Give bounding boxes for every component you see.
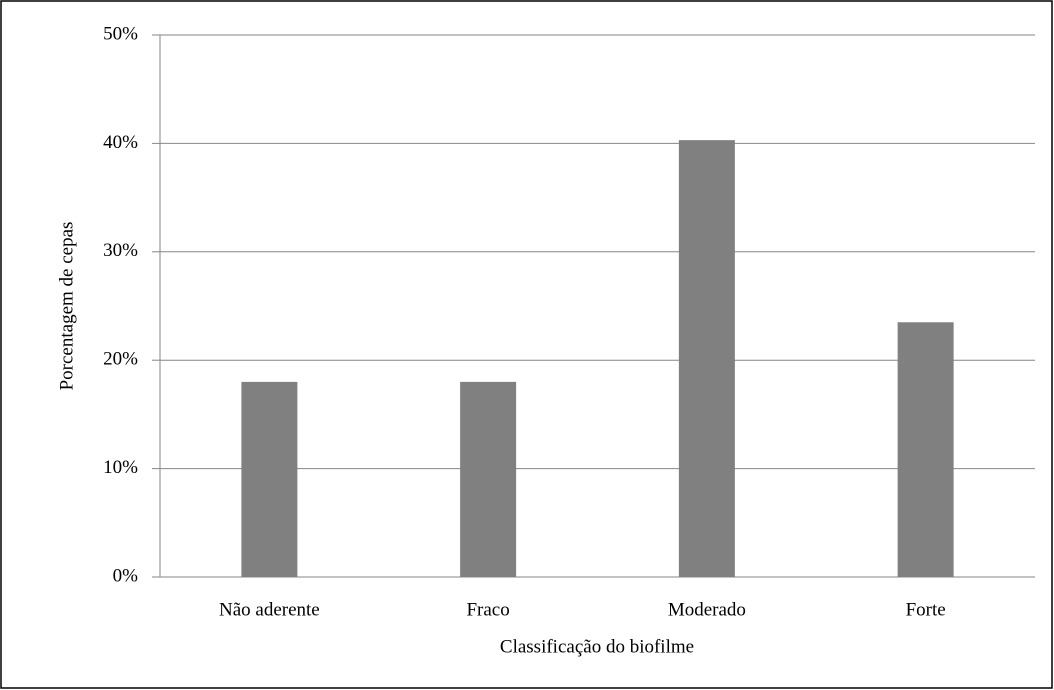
bar (241, 381, 298, 577)
y-tick-label: 30% (103, 240, 138, 261)
y-tick-label: 40% (103, 132, 138, 153)
bar (678, 140, 735, 577)
bar (460, 381, 517, 577)
y-tick-label: 50% (103, 23, 138, 44)
bar (897, 322, 954, 577)
y-axis-label: Porcentagem de cepas (56, 222, 77, 391)
x-tick-label: Forte (906, 599, 946, 620)
x-axis-label: Classificação do biofilme (500, 636, 694, 657)
x-tick-label: Fraco (466, 599, 509, 620)
y-tick-label: 10% (103, 457, 138, 478)
y-tick-label: 0% (113, 565, 139, 586)
x-tick-label: Moderado (668, 599, 746, 620)
x-tick-label: Não aderente (219, 599, 320, 620)
y-tick-label: 20% (103, 349, 138, 370)
